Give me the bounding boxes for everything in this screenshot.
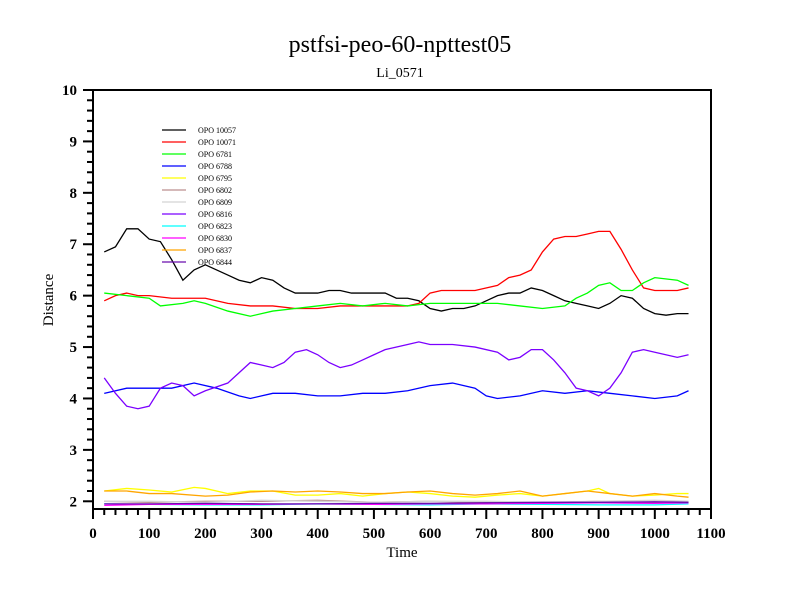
series-line-1	[103, 230, 689, 310]
x-tick-label: 200	[194, 526, 217, 542]
y-tick-label: 4	[70, 391, 78, 407]
x-tick-label: 800	[531, 526, 554, 542]
y-tick-label: 7	[70, 237, 78, 253]
legend-label: OPO 6802	[198, 186, 232, 195]
legend-label: OPO 6823	[198, 222, 232, 231]
series-line-7	[103, 341, 689, 410]
plot-frame	[92, 89, 712, 510]
legend-label: OPO 10057	[198, 126, 236, 135]
y-tick-label: 10	[62, 83, 77, 99]
series-line-11	[104, 501, 689, 505]
x-tick-label: 100	[138, 526, 161, 542]
legend-label: OPO 6830	[198, 234, 232, 243]
series-line-0	[103, 228, 689, 316]
x-tick-label: 400	[306, 526, 329, 542]
x-tick-label: 0	[89, 526, 97, 542]
x-tick-label: 900	[587, 526, 610, 542]
chart-title: pstfsi-peo-60-npttest05	[289, 32, 512, 58]
x-tick-label: 600	[419, 526, 442, 542]
y-tick-label: 6	[70, 289, 78, 305]
series-line-3	[104, 382, 689, 400]
series-line-2	[104, 276, 689, 317]
legend-label: OPO 6781	[198, 150, 232, 159]
chart-subtitle: Li_0571	[376, 66, 423, 81]
x-tick-label: 500	[363, 526, 386, 542]
y-tick-label: 2	[70, 494, 78, 510]
x-axis-label: Time	[386, 545, 417, 561]
series-line-10	[104, 490, 689, 498]
legend-label: OPO 6844	[198, 258, 232, 267]
legend-label: OPO 6788	[198, 162, 232, 171]
x-tick-label: 300	[250, 526, 273, 542]
legend-label: OPO 6816	[198, 210, 232, 219]
series-line-9	[104, 502, 689, 507]
x-tick-label: 1100	[696, 526, 725, 542]
y-tick-label: 8	[70, 186, 78, 202]
y-tick-label: 3	[70, 443, 78, 459]
x-tick-label: 1000	[640, 526, 670, 542]
y-axis-label: Distance	[41, 273, 57, 326]
legend-label: OPO 10071	[198, 138, 236, 147]
y-tick-label: 5	[70, 340, 78, 356]
series-line-6	[104, 499, 689, 503]
legend-label: OPO 6795	[198, 174, 232, 183]
legend-label: OPO 6809	[198, 198, 232, 207]
x-tick-label: 700	[475, 526, 498, 542]
y-tick-label: 9	[70, 134, 78, 150]
legend-label: OPO 6837	[198, 246, 232, 255]
